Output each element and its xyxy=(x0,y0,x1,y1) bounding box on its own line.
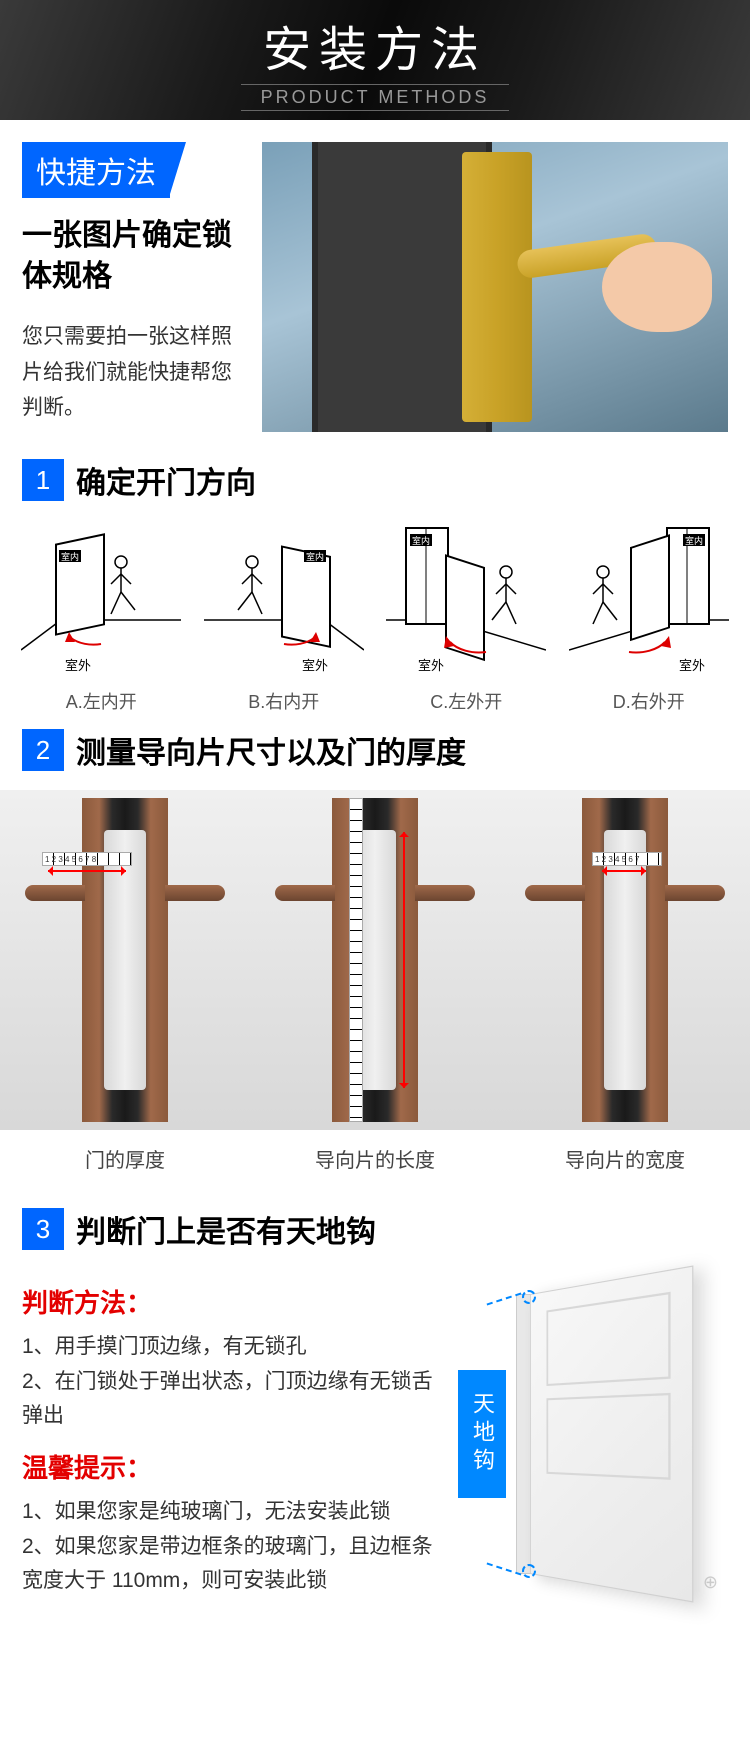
ruler-horizontal-2: 1 2 3 4 5 6 7 xyxy=(592,852,662,866)
arrow-thickness xyxy=(48,870,126,872)
quick-desc: 您只需要拍一张这样照片给我们就能快捷帮您判断。 xyxy=(22,319,242,426)
header-banner: 安装方法 PRODUCT METHODS xyxy=(0,0,750,120)
door-option-d: 室内 室外 D.右外开 xyxy=(564,520,734,714)
door-diagram-a: 室内 室外 xyxy=(21,520,181,680)
open-door-illustration xyxy=(516,1294,706,1574)
door-diagram-d: 室内 室外 xyxy=(569,520,729,680)
arrow-width xyxy=(602,870,646,872)
step1-header: 1 确定开门方向 xyxy=(0,454,750,520)
door-label-b: B.右内开 xyxy=(248,688,319,714)
step3-num: 3 xyxy=(22,1208,64,1250)
door-label-a: A.左内开 xyxy=(66,688,137,714)
door-label-c: C.左外开 xyxy=(430,688,502,714)
quick-method-section: 快捷方法 一张图片确定锁体规格 您只需要拍一张这样照片给我们就能快捷帮您判断。 xyxy=(0,120,750,454)
header-title: 安装方法 xyxy=(263,10,487,80)
svg-text:室内: 室内 xyxy=(61,551,79,562)
ruler-vertical xyxy=(349,798,363,1122)
tip-line1: 1、如果您家是纯玻璃门，无法安装此锁 xyxy=(22,1495,448,1530)
svg-text:室内: 室内 xyxy=(306,551,324,562)
cap-width: 导向片的宽度 xyxy=(500,1144,750,1173)
svg-text:室外: 室外 xyxy=(679,658,705,673)
step1-num: 1 xyxy=(22,459,64,501)
door-direction-row: 室内 室外 A.左内开 室内 室外 B.右内开 室内 室外 xyxy=(0,520,750,724)
cap-length: 导向片的长度 xyxy=(250,1144,500,1173)
svg-text:室外: 室外 xyxy=(65,658,91,673)
cap-thickness: 门的厚度 xyxy=(0,1144,250,1173)
door-label-d: D.右外开 xyxy=(613,688,685,714)
measure-captions: 门的厚度 导向片的长度 导向片的宽度 xyxy=(0,1130,750,1203)
step3-title: 判断门上是否有天地钩 xyxy=(76,1207,376,1251)
svg-text:室外: 室外 xyxy=(418,658,444,673)
step3-diagram: 天地钩 ⊕ xyxy=(458,1269,728,1599)
step2-header: 2 测量导向片尺寸以及门的厚度 xyxy=(0,724,750,790)
measure-width: 1 2 3 4 5 6 7 xyxy=(500,790,750,1130)
door-handle-photo xyxy=(262,142,728,432)
tip-line2: 2、如果您家是带边框条的玻璃门，且边框条宽度大于 110mm，则可安装此锁 xyxy=(22,1530,448,1599)
svg-text:室内: 室内 xyxy=(685,535,703,546)
hook-dot-bottom xyxy=(522,1564,536,1578)
measure-photos: 1 2 3 4 5 6 7 8 1 2 3 4 5 6 7 xyxy=(0,790,750,1130)
arrow-length xyxy=(403,832,405,1088)
quick-heading: 一张图片确定锁体规格 xyxy=(22,216,242,297)
tip-heading: 温馨提示： xyxy=(22,1448,448,1485)
step3-header: 3 判断门上是否有天地钩 xyxy=(0,1203,750,1269)
svg-text:室内: 室内 xyxy=(412,535,430,546)
ruler-horizontal: 1 2 3 4 5 6 7 8 xyxy=(42,852,132,866)
step3-text: 判断方法： 1、用手摸门顶边缘，有无锁孔 2、在门锁处于弹出状态，门顶边缘有无锁… xyxy=(22,1269,448,1599)
quick-badge: 快捷方法 xyxy=(22,142,170,198)
step1-title: 确定开门方向 xyxy=(76,458,256,502)
door-option-a: 室内 室外 A.左内开 xyxy=(16,520,186,714)
judge-line2: 2、在门锁处于弹出状态，门顶边缘有无锁舌弹出 xyxy=(22,1365,448,1434)
watermark: ⊕ xyxy=(703,1572,718,1593)
step2-num: 2 xyxy=(22,729,64,771)
hook-dot-top xyxy=(522,1290,536,1304)
door-option-c: 室内 室外 C.左外开 xyxy=(381,520,551,714)
tiandigou-label: 天地钩 xyxy=(458,1370,506,1498)
header-subtitle: PRODUCT METHODS xyxy=(241,84,510,111)
judge-line1: 1、用手摸门顶边缘，有无锁孔 xyxy=(22,1330,448,1365)
quick-method-text: 快捷方法 一张图片确定锁体规格 您只需要拍一张这样照片给我们就能快捷帮您判断。 xyxy=(22,142,242,432)
judge-heading: 判断方法： xyxy=(22,1283,448,1320)
step3-section: 判断方法： 1、用手摸门顶边缘，有无锁孔 2、在门锁处于弹出状态，门顶边缘有无锁… xyxy=(0,1269,750,1639)
measure-thickness: 1 2 3 4 5 6 7 8 xyxy=(0,790,250,1130)
step2-title: 测量导向片尺寸以及门的厚度 xyxy=(76,728,466,772)
door-diagram-b: 室内 室外 xyxy=(204,520,364,680)
measure-length xyxy=(250,790,500,1130)
svg-text:室外: 室外 xyxy=(302,658,328,673)
door-option-b: 室内 室外 B.右内开 xyxy=(199,520,369,714)
door-diagram-c: 室内 室外 xyxy=(386,520,546,680)
